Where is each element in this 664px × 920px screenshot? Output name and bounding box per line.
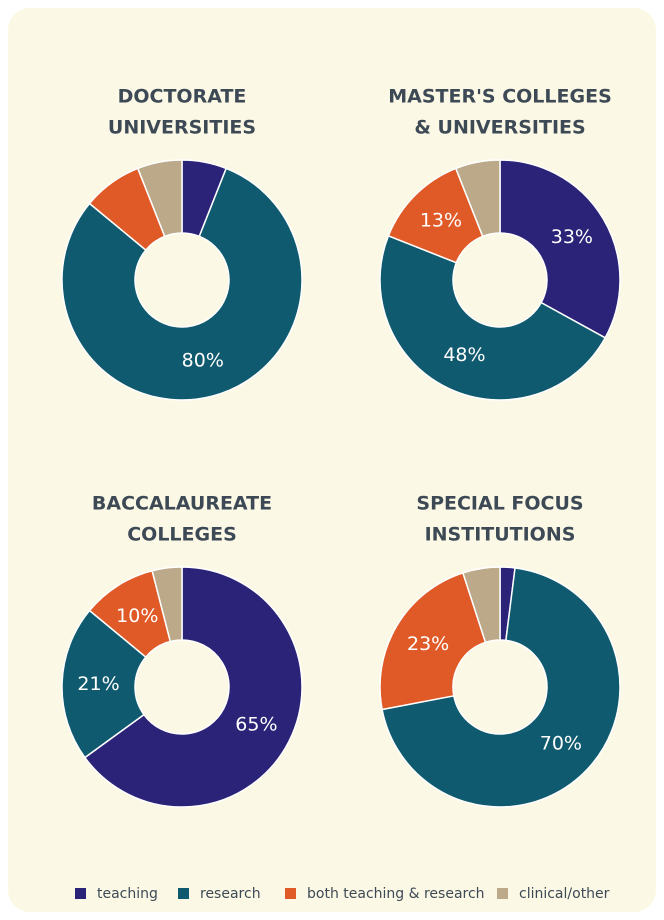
slice (379, 234, 607, 401)
chart-title: DOCTORATE (118, 86, 247, 108)
legend-swatch (178, 888, 189, 899)
slice (83, 566, 303, 808)
slice (454, 159, 501, 238)
slice (61, 167, 303, 401)
legend-label: teaching (97, 886, 158, 902)
slice (136, 159, 183, 238)
value-label: 21% (77, 673, 119, 695)
legend-swatch (497, 888, 508, 899)
slice (381, 567, 621, 808)
chart-title: INSTITUTIONS (425, 524, 576, 546)
chart-title: & UNIVERSITIES (414, 117, 585, 139)
chart-title: SPECIAL FOCUS (416, 493, 583, 515)
legend-label: both teaching & research (307, 886, 485, 902)
slice (379, 571, 487, 711)
value-label: 70% (540, 733, 582, 755)
slice (61, 609, 147, 759)
value-label: 23% (407, 633, 449, 655)
value-label: 65% (235, 713, 277, 735)
legend-swatch (75, 888, 86, 899)
chart-title: UNIVERSITIES (108, 117, 256, 139)
chart-title: MASTER'S COLLEGES (388, 86, 612, 108)
value-label: 13% (420, 209, 462, 231)
slice (499, 159, 621, 339)
value-label: 33% (551, 226, 593, 248)
value-label: 10% (116, 605, 158, 627)
legend-swatch (285, 888, 296, 899)
slice (461, 566, 501, 644)
value-label: 80% (182, 349, 224, 371)
value-label: 48% (443, 344, 485, 366)
legend-label: clinical/other (519, 886, 610, 902)
chart-title: COLLEGES (127, 524, 237, 546)
chart-title: BACCALAUREATE (92, 493, 272, 515)
slice (151, 566, 183, 643)
legend-label: research (200, 886, 261, 902)
